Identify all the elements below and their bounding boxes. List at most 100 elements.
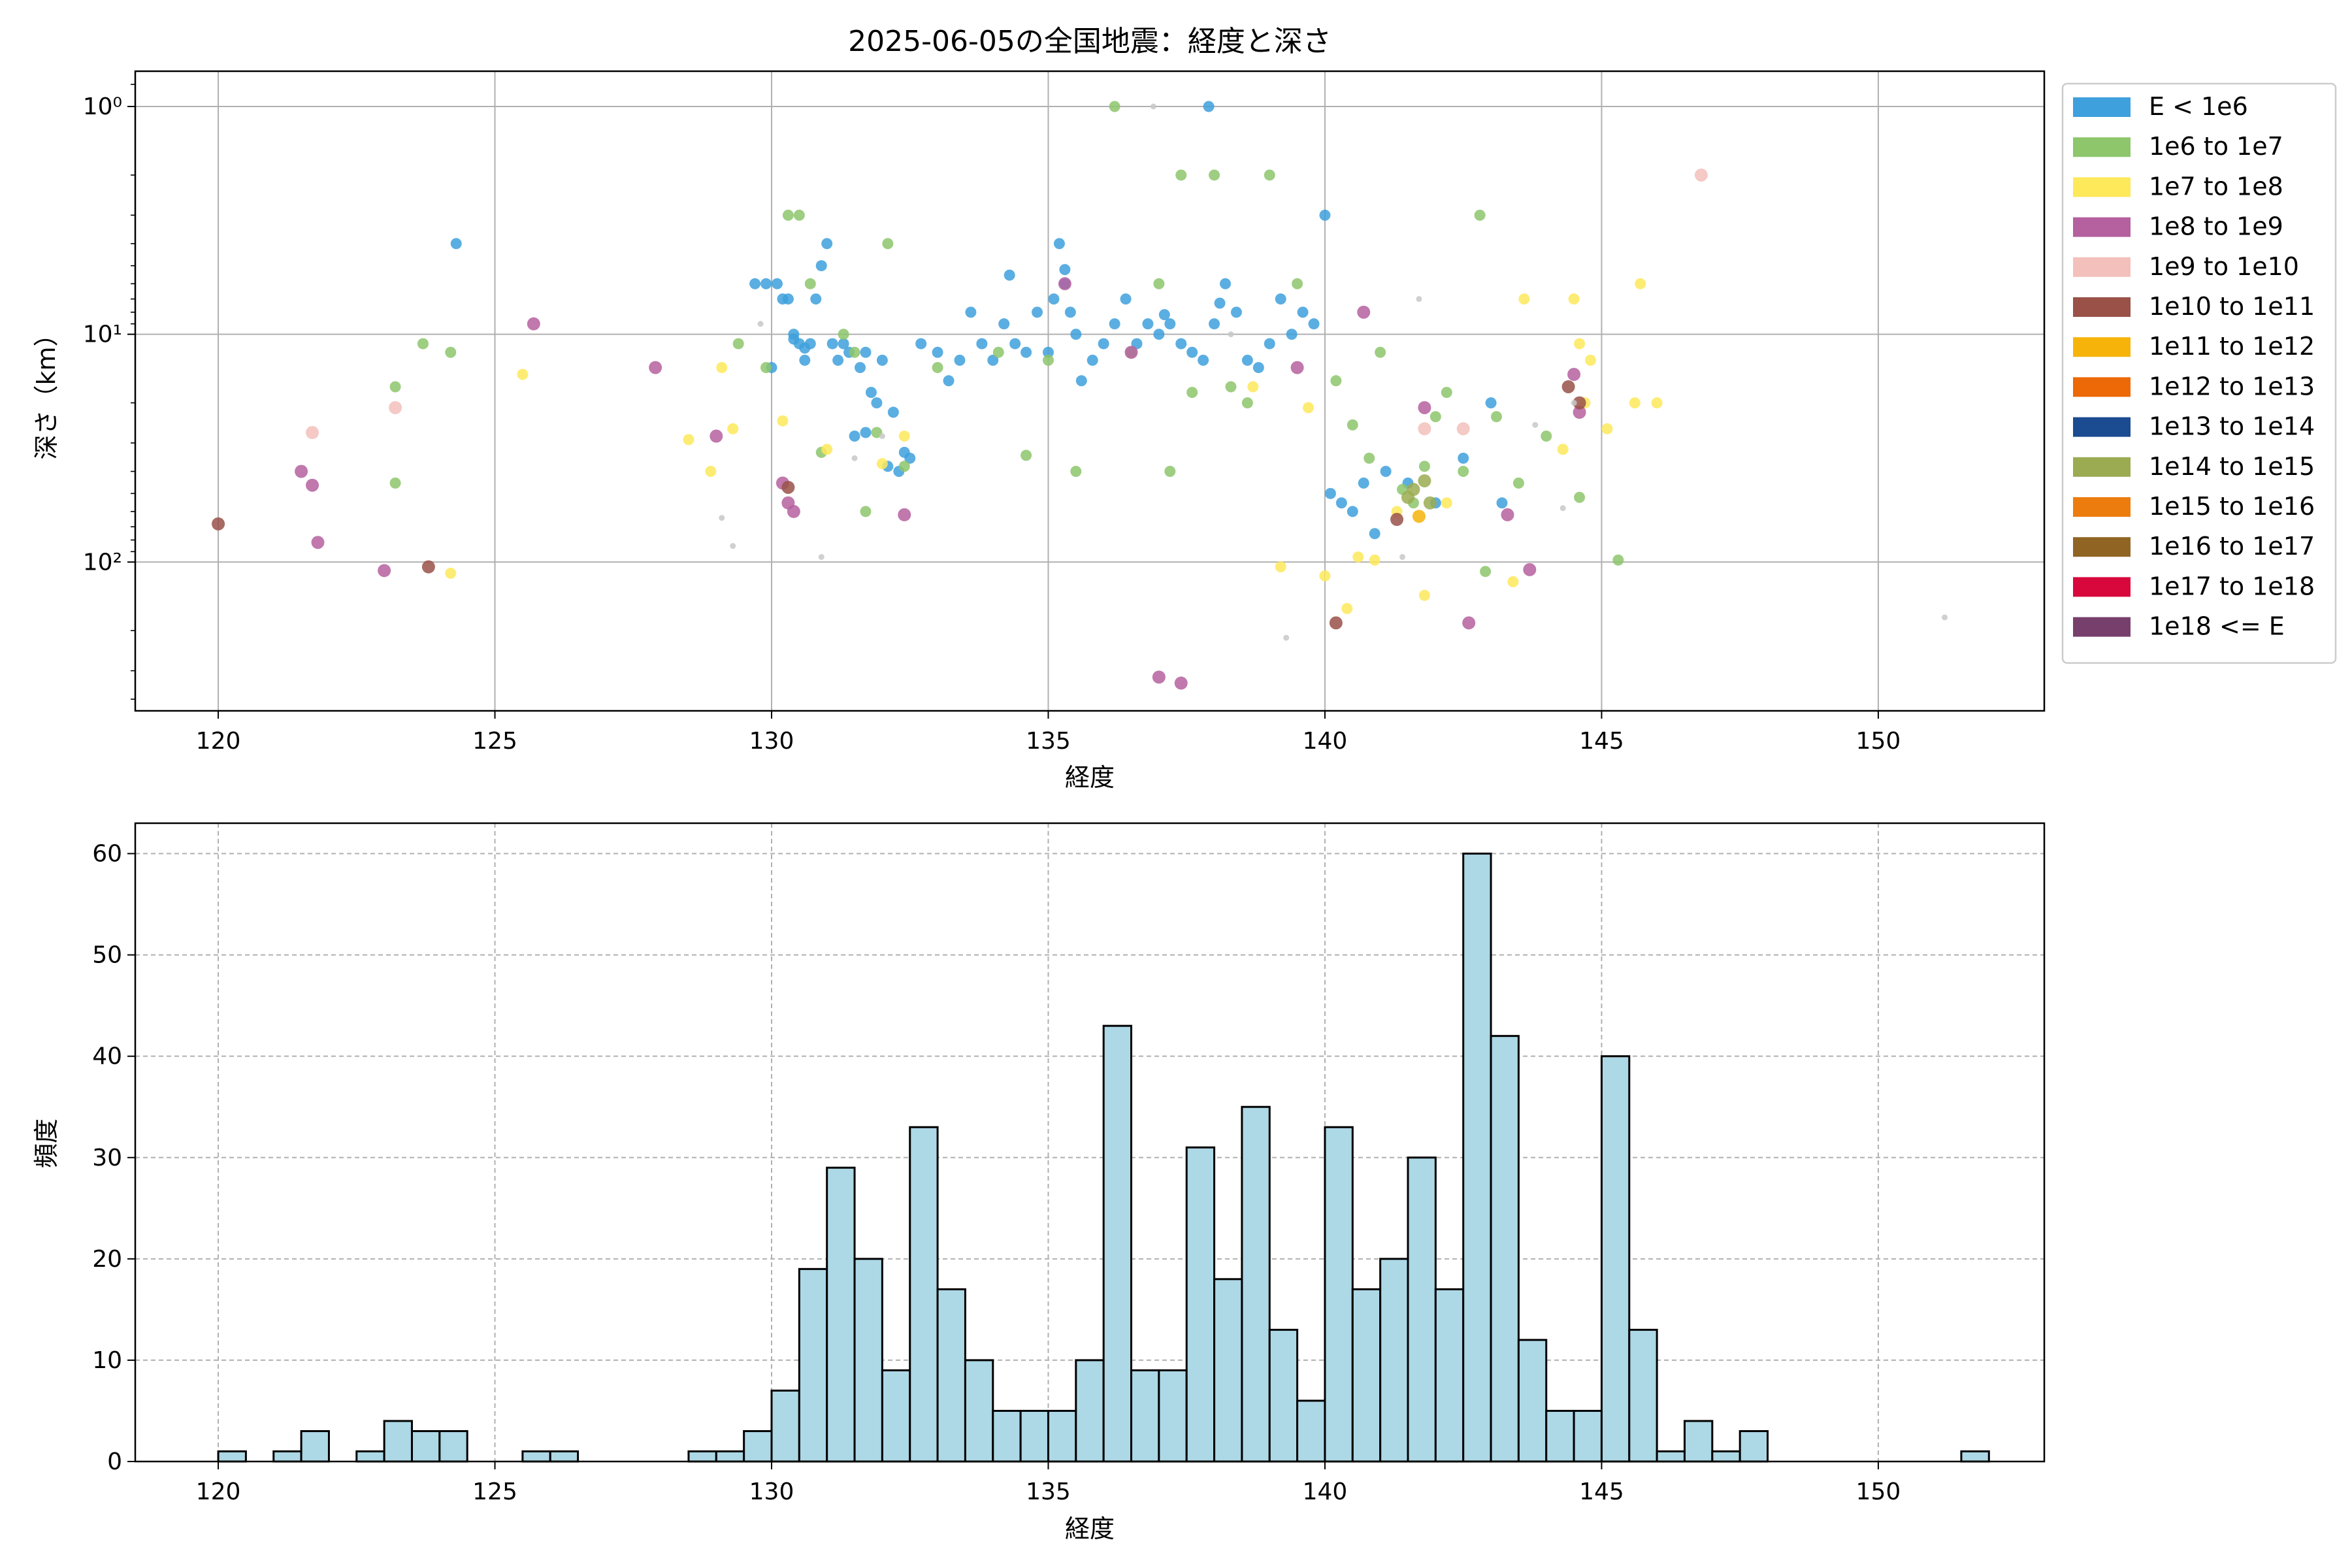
scatter-point bbox=[1573, 406, 1586, 419]
scatter-point bbox=[1152, 670, 1166, 684]
scatter-point bbox=[716, 362, 728, 374]
histogram-bar bbox=[1683, 1420, 1714, 1463]
legend-label: 1e12 to 1e13 bbox=[2149, 372, 2315, 400]
scatter-point bbox=[1412, 510, 1426, 523]
histogram-bar bbox=[438, 1429, 468, 1463]
legend-label: E < 1e6 bbox=[2149, 92, 2248, 121]
histogram-bar bbox=[1960, 1450, 1990, 1463]
histogram-x-tick-label: 140 bbox=[1303, 1478, 1348, 1505]
histogram-bar bbox=[1185, 1146, 1216, 1463]
histogram-bar bbox=[1628, 1328, 1658, 1463]
scatter-point bbox=[804, 278, 816, 289]
scatter-point bbox=[849, 346, 860, 358]
scatter-x-tick-label: 140 bbox=[1303, 728, 1348, 755]
scatter-point bbox=[1247, 381, 1259, 393]
scatter-point bbox=[732, 338, 744, 350]
legend-label: 1e11 to 1e12 bbox=[2149, 332, 2315, 361]
scatter-point bbox=[1198, 354, 1209, 366]
scatter-point bbox=[445, 346, 457, 358]
scatter-point bbox=[1292, 278, 1303, 289]
scatter-point bbox=[727, 423, 739, 434]
scatter-point bbox=[965, 306, 977, 318]
scatter-point bbox=[932, 362, 943, 374]
scatter-point bbox=[1075, 375, 1087, 387]
scatter-point bbox=[865, 387, 877, 399]
scatter-point bbox=[1584, 354, 1596, 366]
scatter-point bbox=[1401, 491, 1414, 504]
legend-swatch bbox=[2073, 457, 2131, 477]
histogram-y-tick-label: 10 bbox=[92, 1347, 122, 1374]
legend-swatch bbox=[2073, 577, 2131, 597]
scatter-point bbox=[1175, 169, 1187, 181]
scatter-x-tick-label: 145 bbox=[1579, 728, 1624, 755]
histogram-bar bbox=[300, 1429, 330, 1463]
scatter-point bbox=[793, 209, 805, 221]
scatter-point bbox=[860, 346, 872, 358]
scatter-point bbox=[1150, 103, 1156, 110]
scatter-point bbox=[1070, 329, 1082, 340]
scatter-point bbox=[1164, 466, 1176, 478]
legend: E < 1e6 1e6 to 1e7 1e7 to 1e8 1e8 to 1e9 1e9… bbox=[2061, 82, 2337, 664]
scatter-point bbox=[1109, 318, 1120, 330]
scatter-point bbox=[1042, 346, 1054, 358]
scatter-point bbox=[1335, 497, 1347, 509]
scatter-point bbox=[1203, 101, 1215, 112]
legend-swatch bbox=[2073, 297, 2131, 317]
scatter-x-tick-label: 120 bbox=[196, 728, 241, 755]
scatter-y-tick-label: 10⁰ bbox=[83, 93, 122, 120]
scatter-point bbox=[649, 361, 662, 374]
scatter-point bbox=[818, 554, 825, 561]
scatter-point bbox=[1942, 614, 1948, 621]
scatter-point bbox=[998, 318, 1010, 330]
scatter-point bbox=[1021, 346, 1032, 358]
scatter-point bbox=[1364, 452, 1375, 464]
scatter-point bbox=[771, 278, 783, 289]
scatter-point bbox=[1252, 362, 1264, 374]
scatter-point bbox=[1241, 397, 1253, 409]
scatter-point bbox=[1561, 380, 1575, 393]
chart-title: 2025-06-05の全国地震：経度と深さ bbox=[848, 25, 1331, 58]
scatter-point bbox=[389, 400, 402, 414]
scatter-y-tick-label: 10² bbox=[83, 549, 122, 576]
scatter-point bbox=[1214, 297, 1226, 309]
legend-label: 1e16 to 1e17 bbox=[2149, 532, 2315, 561]
scatter-axes-frame bbox=[134, 70, 2046, 712]
scatter-y-label: 深さ（km） bbox=[32, 321, 61, 459]
legend-label: 1e7 to 1e8 bbox=[2149, 172, 2283, 201]
scatter-point bbox=[517, 368, 529, 380]
legend-label: 1e6 to 1e7 bbox=[2149, 132, 2283, 161]
scatter-point bbox=[710, 429, 723, 443]
scatter-point bbox=[943, 375, 955, 387]
scatter-point bbox=[898, 508, 911, 521]
histogram-x-tick-label: 145 bbox=[1579, 1478, 1624, 1505]
histogram-axes-frame bbox=[134, 822, 2046, 1463]
scatter-point bbox=[1064, 306, 1076, 318]
legend-swatch bbox=[2073, 417, 2131, 437]
scatter-point bbox=[1456, 422, 1470, 436]
histogram-y-tick-label: 0 bbox=[107, 1448, 122, 1475]
scatter-point bbox=[838, 338, 849, 350]
scatter-point bbox=[932, 346, 943, 358]
histogram-bar bbox=[715, 1450, 745, 1463]
scatter-point bbox=[887, 406, 899, 418]
scatter-chart: 2025-06-05の全国地震：経度と深さ 120 125 130 135 140 145… bbox=[32, 25, 2337, 792]
histogram-bar bbox=[1213, 1278, 1243, 1463]
scatter-point bbox=[782, 209, 794, 221]
scatter-point bbox=[1158, 309, 1170, 321]
scatter-point bbox=[1283, 634, 1290, 641]
legend-swatch bbox=[2073, 537, 2131, 557]
histogram-bars bbox=[217, 853, 1990, 1463]
scatter-point bbox=[1418, 461, 1430, 472]
scatter-point bbox=[1330, 375, 1342, 387]
scatter-point bbox=[1086, 354, 1098, 366]
scatter-point bbox=[1174, 676, 1188, 690]
histogram-bar bbox=[1075, 1359, 1105, 1463]
histogram-bar bbox=[1434, 1288, 1465, 1463]
scatter-points bbox=[212, 101, 1948, 690]
legend-label: 1e13 to 1e14 bbox=[2149, 412, 2315, 441]
scatter-point bbox=[1220, 278, 1232, 289]
scatter-x-tick-label: 135 bbox=[1026, 728, 1071, 755]
scatter-point bbox=[1571, 400, 1577, 406]
legend-label: 1e9 to 1e10 bbox=[2149, 252, 2299, 281]
histogram-bar bbox=[936, 1288, 966, 1463]
